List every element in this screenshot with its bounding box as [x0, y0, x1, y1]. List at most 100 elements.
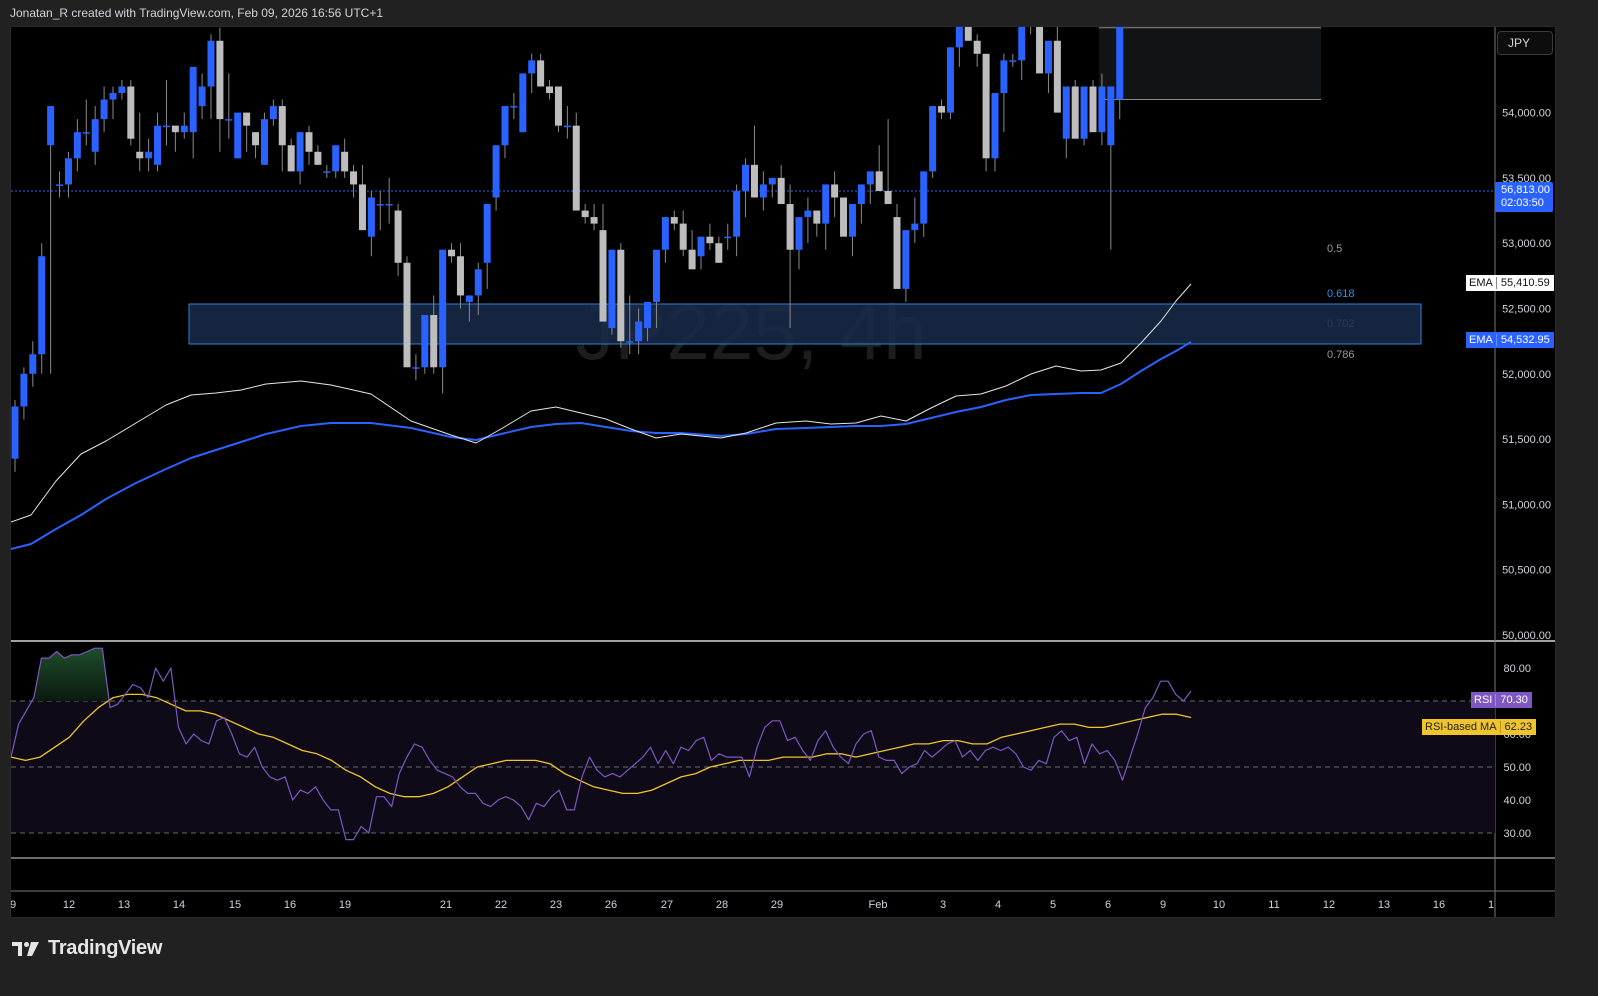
candle-body [875, 171, 883, 191]
price-axis-label: 53,500.00 [1502, 173, 1551, 185]
chart-frame[interactable]: JP225, 4h0.50.6180.7020.78658,500.0058,0… [10, 26, 1556, 918]
candle-body [385, 204, 393, 206]
tradingview-logo[interactable]: TradingView [12, 937, 162, 960]
candle-body [171, 125, 179, 133]
candle-body [162, 125, 170, 128]
candle-body [884, 190, 892, 205]
candle-body [421, 315, 429, 368]
rsi-tag: RSI 70.30 [1471, 692, 1532, 708]
candle-body [323, 171, 331, 173]
demand-zone [188, 303, 1422, 345]
candle-body [394, 210, 402, 263]
candle-body [350, 171, 358, 185]
chart-canvas[interactable]: JP225, 4h0.50.6180.7020.78658,500.0058,0… [11, 27, 1556, 918]
price-axis-label: 50,500.00 [1502, 565, 1551, 577]
candle-body [1044, 40, 1052, 74]
candle-body [955, 27, 963, 48]
candle-body [305, 132, 313, 152]
time-axis-label: 12 [1323, 899, 1335, 911]
candle-body [902, 230, 910, 289]
candle-body [581, 210, 589, 218]
rsi-overbought-fill [33, 648, 110, 701]
candle-body [1107, 86, 1115, 146]
candle-body [679, 223, 687, 250]
candle-body [225, 119, 233, 121]
candle-body [20, 373, 28, 407]
candle-body [1053, 40, 1061, 113]
candle-body [1062, 86, 1070, 139]
rsi-label: RSI [1471, 694, 1497, 706]
time-axis-label: Feb [869, 899, 888, 911]
candle-body [973, 40, 981, 54]
time-axis-label: 13 [118, 899, 130, 911]
currency-button[interactable]: JPY [1497, 31, 1553, 55]
candle-body [1098, 86, 1106, 133]
rsi-value: 70.30 [1500, 694, 1528, 706]
candle-body [1071, 86, 1079, 139]
time-axis-label: 3 [940, 899, 946, 911]
candle-body [252, 132, 260, 146]
candle-body [216, 40, 224, 120]
rsi-ma-label: RSI-based MA [1422, 721, 1501, 733]
candle-body [554, 86, 562, 126]
candle-body [91, 119, 99, 152]
candle-body [635, 321, 643, 342]
ema-slow-tag: EMA 54,532.95 [1466, 332, 1554, 348]
price-axis-label: 52,500.00 [1502, 304, 1551, 316]
tradingview-logo-icon [12, 941, 39, 956]
time-axis-label: 13 [1378, 899, 1390, 911]
candle-body [528, 60, 536, 74]
candle-body [733, 190, 741, 237]
last-price-value: 56,813.00 [1501, 184, 1550, 196]
ema-slow-label: EMA [1466, 334, 1497, 346]
price-axis-label: 51,500.00 [1502, 434, 1551, 446]
ema-fast-value: 55,410.59 [1500, 277, 1550, 289]
candle-body [652, 249, 660, 302]
candle-body [537, 60, 545, 87]
candle-body [198, 86, 206, 107]
candle-body [38, 256, 46, 355]
candle-body [136, 151, 144, 159]
fib-label: 0.786 [1327, 349, 1355, 361]
rsi-axis-label: 30.00 [1503, 828, 1531, 840]
candle-body [893, 217, 901, 289]
candle-body [29, 354, 37, 374]
candle-body [786, 204, 794, 250]
rsi-axis-label: 80.00 [1503, 663, 1531, 675]
time-axis-label: 9 [11, 899, 16, 911]
time-axis-label: 23 [550, 899, 562, 911]
countdown-value: 02:03:50 [1501, 197, 1544, 209]
candle-body [278, 106, 286, 146]
currency-label: JPY [1508, 36, 1531, 50]
candle-body [724, 236, 732, 239]
candle-body [946, 47, 954, 113]
ema-fast-label: EMA [1466, 277, 1497, 289]
candle-body [661, 217, 669, 250]
candle-body [670, 217, 678, 224]
time-axis-label: 5 [1050, 899, 1056, 911]
time-axis-label: 11 [1268, 899, 1279, 911]
candle-body [546, 86, 554, 94]
ema-fast-line [11, 283, 1192, 523]
candle-body [296, 132, 304, 172]
candle-body [1116, 27, 1124, 100]
candle-body [100, 99, 108, 120]
candle-body [47, 106, 55, 146]
candle-body [715, 243, 723, 263]
candle-body [991, 93, 999, 159]
candle-body [982, 53, 990, 159]
time-axis-label: 22 [495, 899, 507, 911]
candle-body [697, 236, 705, 257]
candle-body [287, 145, 295, 172]
time-axis-label: 9 [1160, 899, 1166, 911]
candle-body [590, 217, 598, 224]
ema-slow-line [11, 341, 1192, 550]
time-axis-label: 6 [1105, 899, 1111, 911]
candle-body [1000, 60, 1008, 94]
candle-body [857, 184, 865, 205]
candle-body [56, 184, 64, 186]
time-axis-label: 10 [1213, 899, 1225, 911]
candle-body [706, 236, 714, 244]
candle-body [1009, 60, 1017, 62]
time-axis-label: 19 [339, 899, 351, 911]
